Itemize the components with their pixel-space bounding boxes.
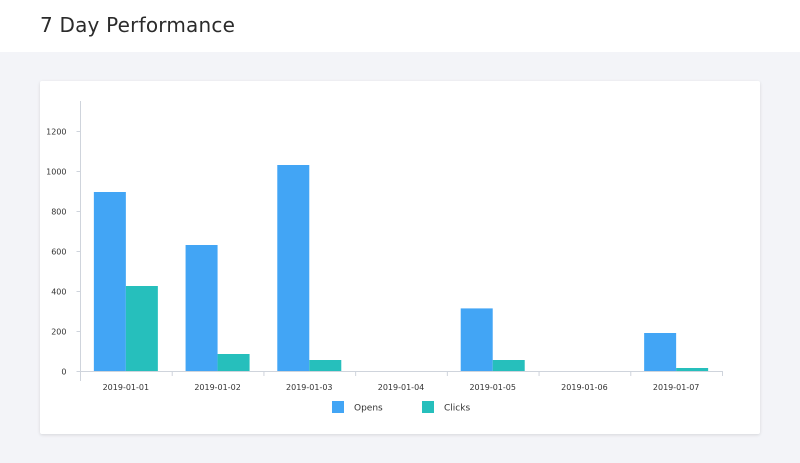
page-header: 7 Day Performance (0, 0, 800, 52)
legend-swatch-opens[interactable] (332, 401, 344, 413)
bar-clicks-2019-01-01[interactable] (125, 286, 158, 371)
y-tick-label: 1200 (46, 128, 66, 137)
y-tick-label: 600 (51, 248, 66, 257)
y-tick-label: 800 (51, 208, 66, 217)
legend-label-clicks[interactable]: Clicks (444, 404, 470, 414)
y-axis: 0 200 400 600 800 1000 1200 (46, 101, 81, 381)
x-tick-label: 2019-01-04 (378, 383, 425, 392)
x-tick-label: 2019-01-05 (469, 383, 516, 392)
x-tick-label: 2019-01-02 (194, 383, 241, 392)
bar-opens-2019-01-03[interactable] (277, 165, 310, 371)
legend-swatch-clicks[interactable] (422, 401, 434, 413)
y-tick-label: 1000 (46, 168, 66, 177)
bar-clicks-2019-01-05[interactable] (492, 360, 525, 371)
x-axis: 2019-01-01 2019-01-02 2019-01-03 2019-01-04… (80, 371, 723, 392)
x-tick-label: 2019-01-07 (653, 383, 700, 392)
bar-opens-2019-01-05[interactable] (460, 308, 493, 371)
y-tick-label: 0 (61, 368, 66, 377)
bar-opens-2019-01-07[interactable] (644, 333, 677, 371)
page-title: 7 Day Performance (40, 13, 236, 37)
y-tick-label: 200 (51, 328, 66, 337)
y-tick-label: 400 (51, 288, 66, 297)
bar-clicks-2019-01-03[interactable] (309, 360, 342, 371)
bars (93, 165, 709, 371)
bar-clicks-2019-01-02[interactable] (217, 354, 250, 371)
bar-opens-2019-01-01[interactable] (93, 192, 126, 371)
bar-opens-2019-01-02[interactable] (185, 245, 218, 371)
x-tick-label: 2019-01-03 (286, 383, 333, 392)
chart-card: 0 200 400 600 800 1000 1200 2019-01-01 2019-01-… (40, 81, 760, 434)
legend: Opens Clicks (332, 401, 470, 414)
x-tick-label: 2019-01-06 (561, 383, 608, 392)
x-tick-label: 2019-01-01 (103, 383, 150, 392)
bar-clicks-2019-01-07[interactable] (676, 368, 709, 371)
legend-label-opens[interactable]: Opens (354, 404, 383, 414)
